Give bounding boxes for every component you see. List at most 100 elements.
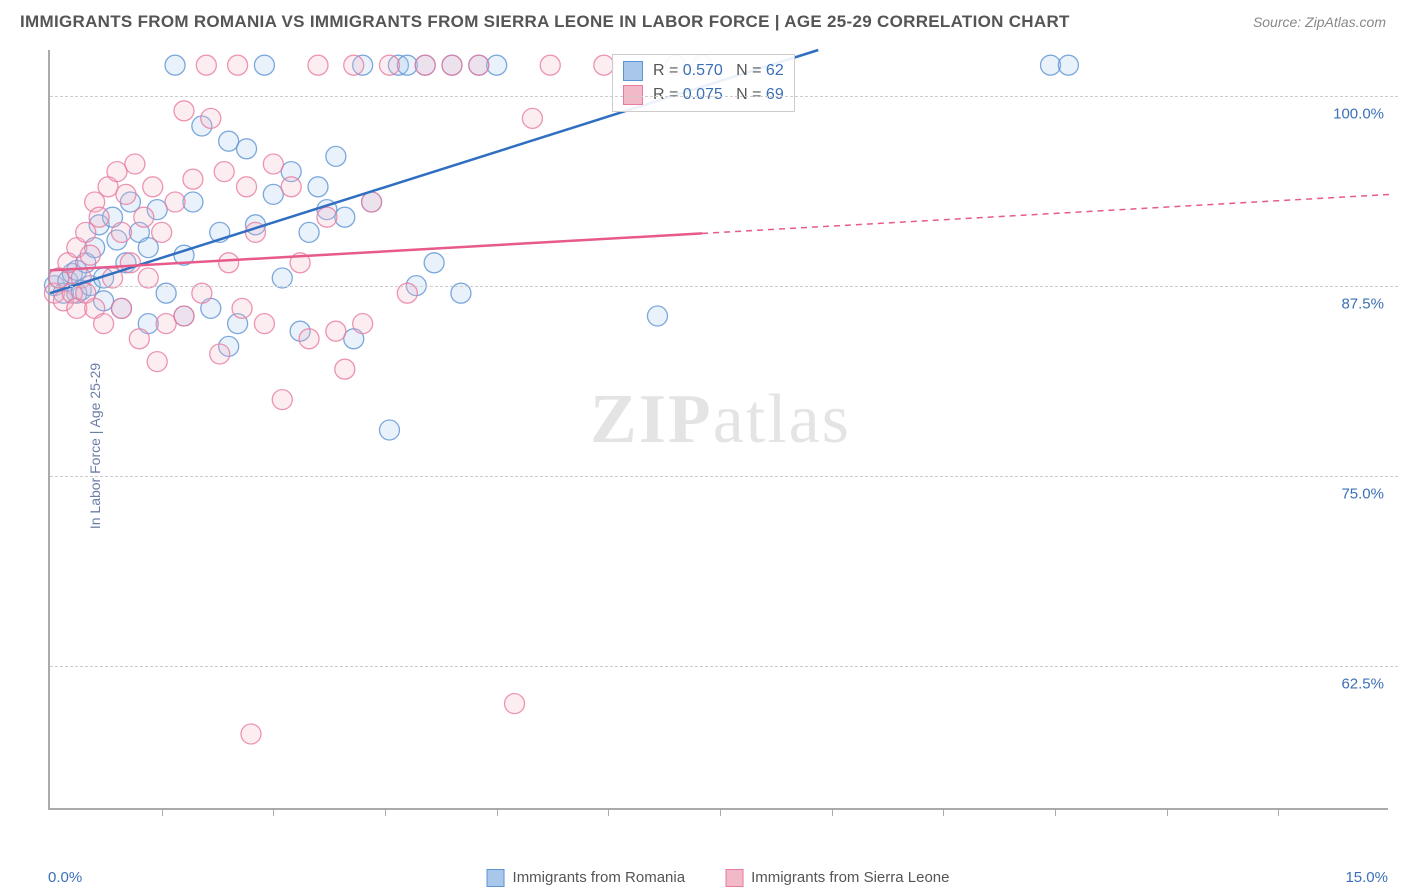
scatter-point-sierra_leone [379, 55, 399, 75]
chart-svg [50, 50, 1388, 808]
legend-item: Immigrants from Romania [487, 869, 686, 887]
scatter-point-sierra_leone [210, 344, 230, 364]
scatter-point-sierra_leone [111, 222, 131, 242]
scatter-point-romania [1041, 55, 1061, 75]
scatter-point-sierra_leone [111, 298, 131, 318]
stats-box: R = 0.570 N = 62R = 0.075 N = 69 [612, 54, 795, 112]
stats-swatch [623, 61, 643, 81]
stats-text: R = 0.570 N = 62 [653, 59, 784, 83]
scatter-point-romania [254, 55, 274, 75]
stats-row: R = 0.570 N = 62 [623, 59, 784, 83]
scatter-point-sierra_leone [281, 177, 301, 197]
scatter-point-romania [237, 139, 257, 159]
x-axis-row: 0.0% Immigrants from RomaniaImmigrants f… [48, 869, 1388, 886]
scatter-point-sierra_leone [344, 55, 364, 75]
scatter-point-romania [183, 192, 203, 212]
scatter-point-sierra_leone [237, 177, 257, 197]
scatter-point-sierra_leone [147, 352, 167, 372]
scatter-point-sierra_leone [232, 298, 252, 318]
scatter-point-sierra_leone [469, 55, 489, 75]
x-tick [832, 808, 833, 816]
scatter-point-romania [424, 253, 444, 273]
x-tick [273, 808, 274, 816]
x-axis-min-label: 0.0% [48, 869, 82, 886]
title-bar: IMMIGRANTS FROM ROMANIA VS IMMIGRANTS FR… [20, 12, 1386, 32]
scatter-point-romania [165, 55, 185, 75]
gridline-h [50, 666, 1398, 667]
scatter-point-sierra_leone [134, 207, 154, 227]
scatter-point-romania [335, 207, 355, 227]
y-tick-label: 100.0% [1333, 105, 1384, 122]
scatter-point-sierra_leone [522, 108, 542, 128]
scatter-point-sierra_leone [183, 169, 203, 189]
scatter-point-sierra_leone [174, 101, 194, 121]
scatter-point-romania [1058, 55, 1078, 75]
scatter-point-sierra_leone [201, 108, 221, 128]
scatter-point-sierra_leone [353, 314, 373, 334]
scatter-point-romania [219, 131, 239, 151]
scatter-point-sierra_leone [156, 314, 176, 334]
scatter-point-sierra_leone [442, 55, 462, 75]
scatter-point-sierra_leone [125, 154, 145, 174]
scatter-point-sierra_leone [272, 390, 292, 410]
bottom-legend: Immigrants from Romania Immigrants from S… [487, 869, 950, 887]
scatter-point-romania [326, 146, 346, 166]
legend-label: Immigrants from Romania [513, 869, 686, 886]
scatter-point-sierra_leone [228, 55, 248, 75]
plot-area: ZIPatlas R = 0.570 N = 62R = 0.075 N = 6… [48, 50, 1388, 810]
scatter-point-sierra_leone [165, 192, 185, 212]
scatter-point-sierra_leone [263, 154, 283, 174]
scatter-point-romania [647, 306, 667, 326]
legend-label: Immigrants from Sierra Leone [751, 869, 949, 886]
scatter-point-romania [379, 420, 399, 440]
scatter-point-sierra_leone [214, 162, 234, 182]
scatter-point-sierra_leone [219, 253, 239, 273]
scatter-point-sierra_leone [326, 321, 346, 341]
scatter-point-sierra_leone [594, 55, 614, 75]
y-tick-label: 62.5% [1341, 675, 1384, 692]
regression-line-dashed-sierra_leone [702, 194, 1390, 233]
scatter-point-romania [263, 184, 283, 204]
legend-swatch [487, 869, 505, 887]
scatter-point-romania [299, 222, 319, 242]
scatter-point-sierra_leone [94, 314, 114, 334]
gridline-h [50, 96, 1398, 97]
x-tick [497, 808, 498, 816]
scatter-point-sierra_leone [540, 55, 560, 75]
scatter-point-sierra_leone [335, 359, 355, 379]
scatter-point-romania [308, 177, 328, 197]
gridline-h [50, 286, 1398, 287]
x-tick [1278, 808, 1279, 816]
y-tick-label: 75.0% [1341, 485, 1384, 502]
gridline-h [50, 476, 1398, 477]
scatter-point-sierra_leone [505, 694, 525, 714]
x-tick [1055, 808, 1056, 816]
legend-item: Immigrants from Sierra Leone [725, 869, 949, 887]
y-tick-label: 87.5% [1341, 295, 1384, 312]
scatter-point-sierra_leone [308, 55, 328, 75]
scatter-point-sierra_leone [89, 207, 109, 227]
scatter-point-sierra_leone [196, 55, 216, 75]
scatter-point-sierra_leone [317, 207, 337, 227]
scatter-point-sierra_leone [299, 329, 319, 349]
scatter-point-sierra_leone [80, 245, 100, 265]
x-axis-max-label: 15.0% [1345, 869, 1388, 886]
scatter-point-sierra_leone [174, 306, 194, 326]
legend-swatch [725, 869, 743, 887]
x-tick [1167, 808, 1168, 816]
x-tick [385, 808, 386, 816]
source-attribution: Source: ZipAtlas.com [1253, 14, 1386, 30]
scatter-point-romania [487, 55, 507, 75]
scatter-point-sierra_leone [415, 55, 435, 75]
scatter-point-romania [397, 55, 417, 75]
x-tick [608, 808, 609, 816]
scatter-point-sierra_leone [107, 162, 127, 182]
scatter-point-sierra_leone [362, 192, 382, 212]
scatter-point-sierra_leone [129, 329, 149, 349]
scatter-point-sierra_leone [241, 724, 261, 744]
x-tick [162, 808, 163, 816]
scatter-point-sierra_leone [254, 314, 274, 334]
scatter-point-sierra_leone [116, 184, 136, 204]
scatter-point-sierra_leone [143, 177, 163, 197]
x-tick [943, 808, 944, 816]
